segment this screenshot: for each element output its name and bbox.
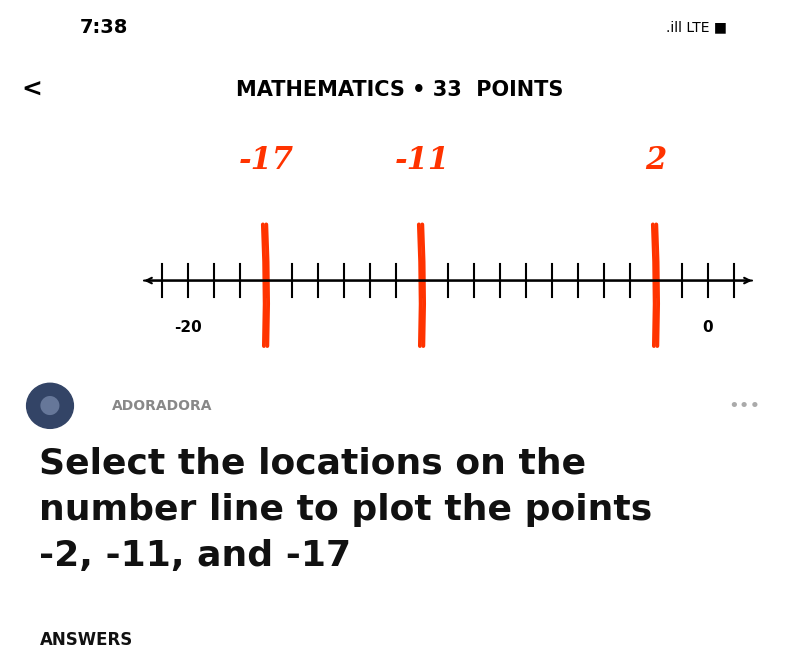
- Text: ●: ●: [39, 393, 61, 417]
- Text: -20: -20: [174, 320, 202, 335]
- Text: 7:38: 7:38: [80, 17, 128, 37]
- Text: 2: 2: [646, 145, 666, 176]
- Text: Select the locations on the
number line to plot the points
-2, -11, and -17: Select the locations on the number line …: [39, 446, 652, 572]
- Text: ADORADORA: ADORADORA: [112, 399, 213, 413]
- Text: ANSWERS: ANSWERS: [40, 631, 134, 649]
- Circle shape: [26, 383, 74, 428]
- Text: •••: •••: [728, 397, 760, 415]
- Text: 0: 0: [702, 320, 714, 335]
- Text: -11: -11: [394, 145, 450, 176]
- Text: <: <: [22, 78, 42, 102]
- Text: .ill LTE ■: .ill LTE ■: [666, 20, 726, 34]
- Text: -17: -17: [238, 145, 294, 176]
- Text: MATHEMATICS • 33  POINTS: MATHEMATICS • 33 POINTS: [236, 80, 564, 100]
